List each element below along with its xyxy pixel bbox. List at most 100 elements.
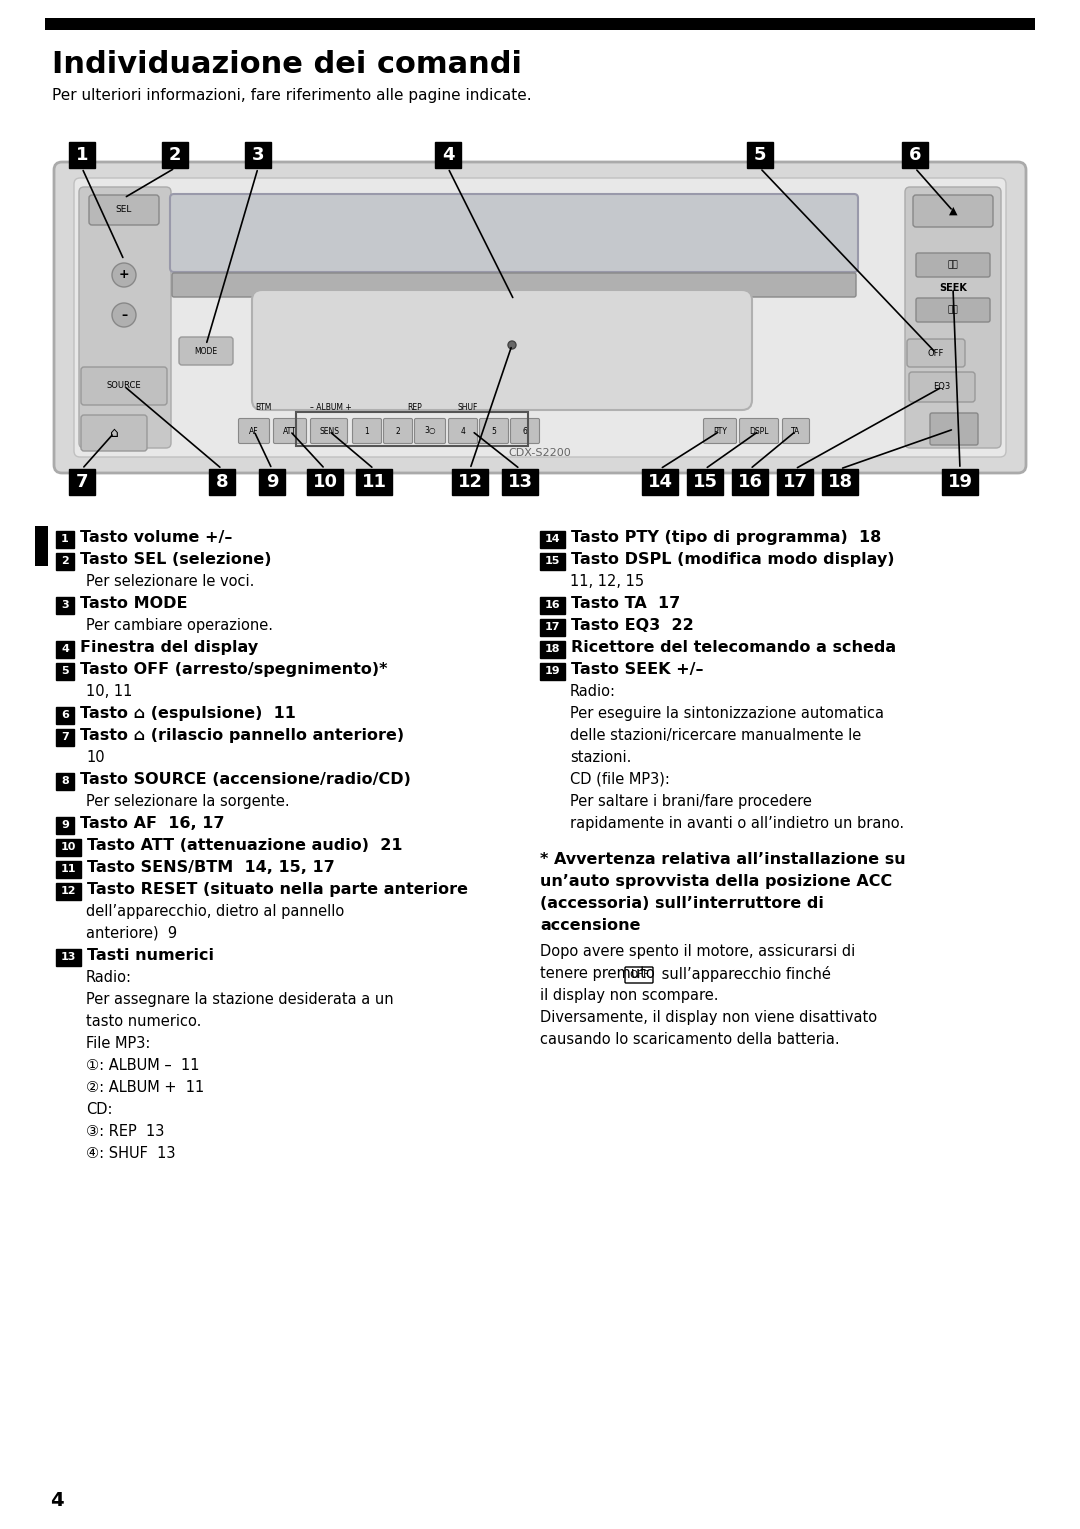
FancyBboxPatch shape	[642, 469, 678, 495]
Text: Tasto SEL (selezione): Tasto SEL (selezione)	[80, 552, 271, 567]
Text: 2: 2	[62, 557, 69, 567]
FancyBboxPatch shape	[273, 419, 307, 443]
Circle shape	[112, 263, 136, 287]
FancyBboxPatch shape	[747, 142, 773, 168]
Text: 13: 13	[60, 953, 77, 962]
Text: 5: 5	[491, 427, 497, 436]
Text: Tasto TA  17: Tasto TA 17	[571, 596, 680, 612]
FancyBboxPatch shape	[245, 142, 271, 168]
Text: 7: 7	[76, 472, 89, 491]
Text: CDX-S2200: CDX-S2200	[509, 448, 571, 459]
FancyBboxPatch shape	[162, 142, 188, 168]
FancyBboxPatch shape	[259, 469, 285, 495]
FancyBboxPatch shape	[170, 194, 858, 272]
Text: Tasto ATT (attenuazione audio)  21: Tasto ATT (attenuazione audio) 21	[87, 838, 403, 853]
Text: 11: 11	[60, 864, 77, 875]
Text: File MP3:: File MP3:	[86, 1037, 150, 1050]
Text: ②: ALBUM +  11: ②: ALBUM + 11	[86, 1079, 204, 1095]
FancyBboxPatch shape	[54, 162, 1026, 472]
Text: Tasto AF  16, 17: Tasto AF 16, 17	[80, 816, 225, 830]
FancyBboxPatch shape	[89, 196, 159, 225]
Text: SEL: SEL	[116, 205, 132, 214]
Text: Tasto PTY (tipo di programma)  18: Tasto PTY (tipo di programma) 18	[571, 531, 881, 544]
Text: Tasto SENS/BTM  14, 15, 17: Tasto SENS/BTM 14, 15, 17	[87, 859, 335, 875]
Text: SOURCE: SOURCE	[107, 382, 141, 390]
FancyBboxPatch shape	[81, 414, 147, 451]
Text: 1: 1	[365, 427, 369, 436]
FancyBboxPatch shape	[435, 142, 461, 168]
Text: 15: 15	[692, 472, 717, 491]
FancyBboxPatch shape	[56, 706, 75, 725]
FancyBboxPatch shape	[56, 839, 81, 856]
FancyBboxPatch shape	[687, 469, 723, 495]
FancyBboxPatch shape	[905, 187, 1001, 448]
Text: Per ulteriori informazioni, fare riferimento alle pagine indicate.: Per ulteriori informazioni, fare riferim…	[52, 89, 531, 102]
Text: CD:: CD:	[86, 1102, 112, 1118]
Text: 18: 18	[544, 645, 561, 654]
Text: CD (file MP3):: CD (file MP3):	[570, 772, 670, 787]
Text: * Avvertenza relativa all’installazione su: * Avvertenza relativa all’installazione …	[540, 852, 906, 867]
Text: 9: 9	[266, 472, 279, 491]
FancyBboxPatch shape	[56, 729, 75, 746]
Text: ⏮⏮: ⏮⏮	[947, 260, 958, 269]
Text: (accessoria) sull’interruttore di: (accessoria) sull’interruttore di	[540, 896, 824, 911]
FancyBboxPatch shape	[56, 553, 75, 570]
FancyBboxPatch shape	[56, 664, 75, 680]
Text: Tasto SOURCE (accensione/radio/CD): Tasto SOURCE (accensione/radio/CD)	[80, 772, 410, 787]
Text: REP: REP	[407, 404, 422, 413]
FancyBboxPatch shape	[540, 619, 565, 636]
FancyBboxPatch shape	[179, 336, 233, 365]
Text: –: –	[121, 309, 127, 321]
Text: +: +	[119, 269, 130, 281]
FancyBboxPatch shape	[916, 252, 990, 277]
Text: tenere premuto: tenere premuto	[540, 966, 660, 982]
FancyBboxPatch shape	[732, 469, 768, 495]
FancyBboxPatch shape	[81, 367, 167, 405]
FancyBboxPatch shape	[239, 419, 270, 443]
Text: 1: 1	[76, 145, 89, 164]
Text: Tasti numerici: Tasti numerici	[87, 948, 214, 963]
Text: ▲: ▲	[948, 206, 957, 216]
Text: 4: 4	[442, 145, 455, 164]
Text: BTM: BTM	[255, 404, 271, 413]
FancyBboxPatch shape	[307, 469, 343, 495]
Text: 11: 11	[362, 472, 387, 491]
Text: 6: 6	[523, 427, 527, 436]
FancyBboxPatch shape	[453, 469, 488, 495]
FancyBboxPatch shape	[415, 419, 446, 443]
Text: Diversamente, il display non viene disattivato: Diversamente, il display non viene disat…	[540, 1011, 877, 1024]
Text: 10: 10	[312, 472, 337, 491]
Text: tasto numerico.: tasto numerico.	[86, 1014, 201, 1029]
Text: stazioni.: stazioni.	[570, 751, 632, 764]
FancyBboxPatch shape	[916, 298, 990, 323]
Text: 7: 7	[62, 732, 69, 743]
Text: ATT: ATT	[283, 427, 297, 436]
Text: 3: 3	[62, 601, 69, 610]
Text: 17: 17	[544, 622, 561, 633]
Text: ④: SHUF  13: ④: SHUF 13	[86, 1147, 175, 1161]
Text: 18: 18	[827, 472, 852, 491]
Text: Per selezionare la sorgente.: Per selezionare la sorgente.	[86, 794, 289, 809]
FancyBboxPatch shape	[907, 339, 966, 367]
Text: 8: 8	[216, 472, 228, 491]
Text: 11, 12, 15: 11, 12, 15	[570, 573, 644, 589]
FancyBboxPatch shape	[56, 950, 81, 966]
Text: 3: 3	[252, 145, 265, 164]
Text: 17: 17	[783, 472, 808, 491]
FancyBboxPatch shape	[56, 596, 75, 615]
FancyBboxPatch shape	[311, 419, 348, 443]
FancyBboxPatch shape	[448, 419, 477, 443]
FancyBboxPatch shape	[172, 274, 856, 297]
FancyBboxPatch shape	[356, 469, 392, 495]
FancyBboxPatch shape	[56, 816, 75, 833]
FancyBboxPatch shape	[740, 419, 779, 443]
Text: Ricettore del telecomando a scheda: Ricettore del telecomando a scheda	[571, 641, 896, 654]
Text: ③: REP  13: ③: REP 13	[86, 1124, 164, 1139]
FancyBboxPatch shape	[902, 142, 928, 168]
Text: Per cambiare operazione.: Per cambiare operazione.	[86, 618, 273, 633]
FancyBboxPatch shape	[75, 177, 1005, 457]
Text: Finestra del display: Finestra del display	[80, 641, 258, 654]
Text: SHUF: SHUF	[457, 404, 477, 413]
Text: 12: 12	[60, 887, 77, 896]
FancyBboxPatch shape	[210, 469, 235, 495]
